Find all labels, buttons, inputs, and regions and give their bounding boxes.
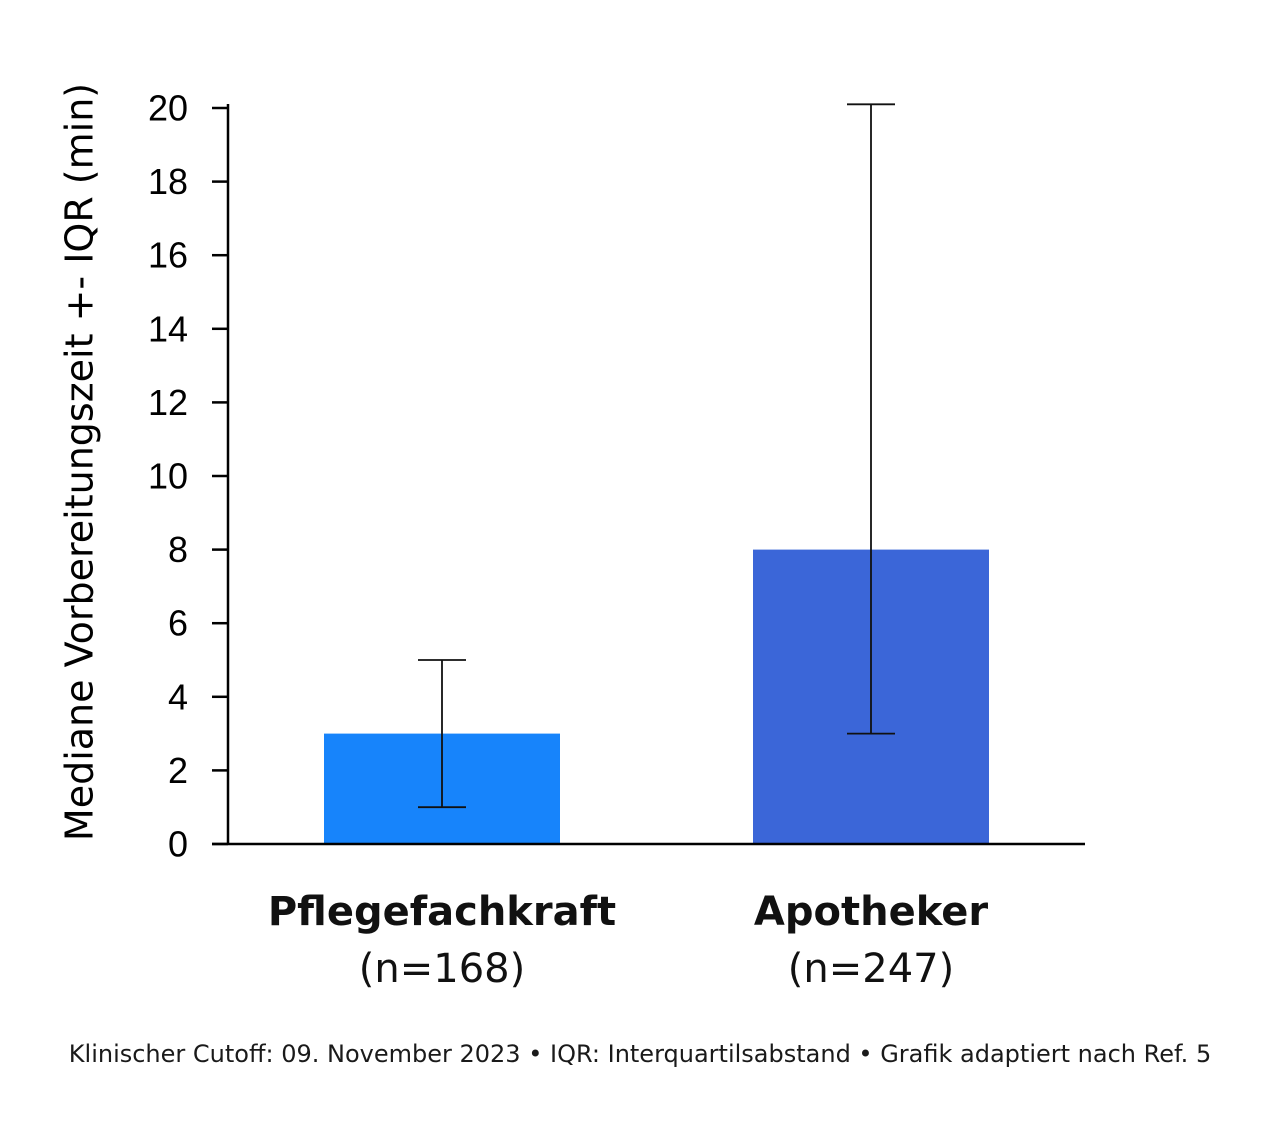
y-tick-label: 14: [148, 308, 188, 349]
y-tick-label: 8: [168, 529, 188, 570]
y-tick-label: 0: [168, 824, 188, 865]
y-tick-label: 2: [168, 750, 188, 791]
y-tick-label: 4: [168, 676, 188, 717]
error-bars: [418, 103, 895, 809]
bar-chart: 0 2 4 6 8 10 12 14 16 18 20 Pflegefachkraft (n=168)…: [58, 83, 1085, 992]
y-tick-label: 20: [148, 88, 188, 129]
y-tick-label: 18: [148, 161, 188, 202]
category-label: Apotheker: [754, 889, 988, 935]
category-sample-size: (n=168): [359, 946, 525, 992]
category-labels: Pflegefachkraft (n=168) Apotheker (n=247): [268, 889, 989, 992]
category-label: Pflegefachkraft: [268, 889, 616, 935]
category-sample-size: (n=247): [788, 946, 954, 992]
y-tick-label: 12: [148, 382, 188, 423]
y-axis-label: Mediane Vorbereitungszeit +- IQR (min): [58, 83, 102, 841]
bars: [324, 549, 989, 844]
y-tick-label: 16: [148, 235, 188, 276]
footnote: Klinischer Cutoff: 09. November 2023 • I…: [68, 1040, 1212, 1068]
y-tick-label: 10: [148, 456, 188, 497]
y-tick-label: 6: [168, 603, 188, 644]
y-axis: 0 2 4 6 8 10 12 14 16 18 20: [148, 88, 230, 865]
